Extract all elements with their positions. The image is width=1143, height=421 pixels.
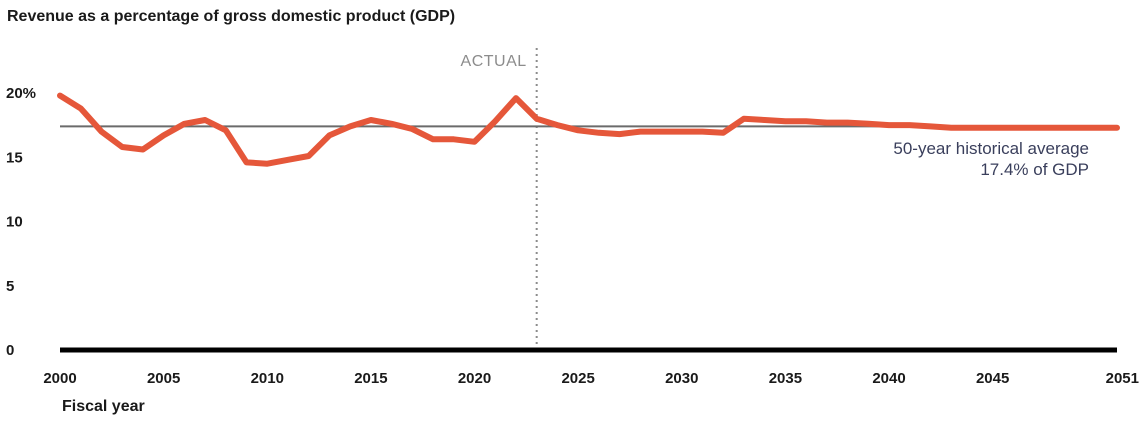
series-line [57, 92, 1120, 167]
y-tick-label: 10 [6, 214, 23, 231]
x-tick-label: 2010 [251, 370, 284, 387]
average-line-group: 50-year historical average 17.4% of GDP [60, 125, 1117, 179]
x-tick-label: 2020 [458, 370, 491, 387]
x-tick-label: 2025 [561, 370, 594, 387]
actual-label: ACTUAL [461, 53, 527, 70]
actual-divider: ACTUAL [461, 48, 538, 350]
y-axis-ticks: 0 5 10 15 20% [6, 85, 36, 359]
x-tick-label: 2015 [354, 370, 387, 387]
series-group [57, 92, 1120, 167]
x-tick-label: 2000 [43, 370, 76, 387]
x-axis-ticks: 2000 2005 2010 2015 2020 2025 2030 2035 2040 2045… [43, 370, 1139, 387]
average-label-line2: 17.4% of GDP [980, 160, 1089, 179]
y-tick-label: 0 [6, 342, 14, 359]
x-tick-label: 2040 [872, 370, 905, 387]
y-tick-label: 5 [6, 278, 14, 295]
x-tick-label: 2035 [769, 370, 802, 387]
x-tick-label: 2045 [976, 370, 1009, 387]
average-label-line1: 50-year historical average [893, 139, 1089, 158]
x-tick-label: 2005 [147, 370, 180, 387]
y-tick-label: 20% [6, 85, 36, 102]
x-tick-label: 2051 [1106, 370, 1139, 387]
x-tick-label: 2030 [665, 370, 698, 387]
y-tick-label: 15 [6, 149, 23, 166]
x-axis-label: Fiscal year [62, 398, 145, 415]
chart-title: Revenue as a percentage of gross domesti… [7, 8, 456, 25]
